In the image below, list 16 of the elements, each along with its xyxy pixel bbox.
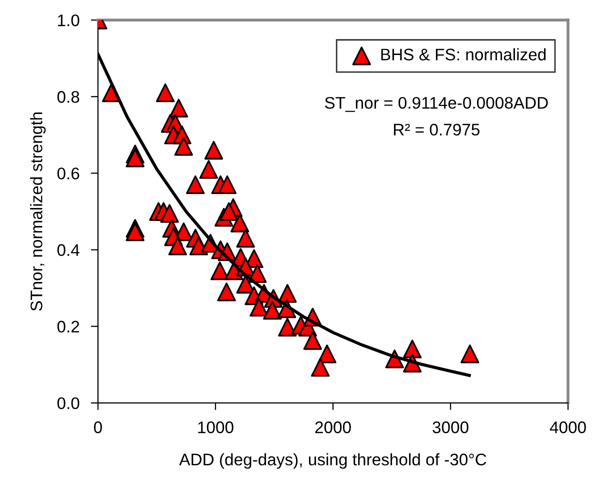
legend-label: BHS & FS: normalized: [381, 48, 546, 60]
y-tick-label: 0.2: [57, 320, 80, 333]
y-axis-title: STnor, normalized strength: [30, 112, 46, 311]
annotation: R² = 0.7975: [394, 124, 480, 136]
annotation: ST_nor = 0.9114e-0.0008ADD: [324, 96, 548, 112]
x-tick-label: 3000: [432, 421, 468, 434]
y-tick-label: 0.8: [57, 91, 80, 103]
x-axis-title: ADD (deg-days), using threshold of -30°C: [179, 453, 486, 469]
y-tick-label: 1.0: [58, 14, 80, 26]
x-tick-label: 1000: [198, 421, 234, 434]
y-tick-label: 0.6: [57, 168, 80, 180]
x-tick-label: 0: [94, 421, 102, 434]
x-tick-label: 4000: [550, 421, 586, 434]
x-tick-label: 2000: [315, 421, 351, 434]
y-tick-label: 0.0: [57, 397, 80, 410]
y-tick-label: 0.4: [57, 244, 80, 256]
